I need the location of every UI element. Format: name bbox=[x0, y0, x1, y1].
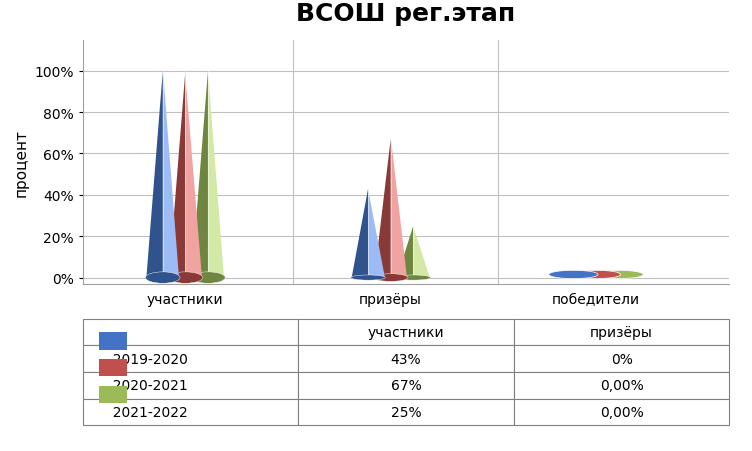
Polygon shape bbox=[208, 72, 224, 278]
Ellipse shape bbox=[191, 272, 225, 284]
FancyBboxPatch shape bbox=[99, 332, 127, 350]
Ellipse shape bbox=[396, 276, 430, 281]
Ellipse shape bbox=[168, 272, 202, 284]
Polygon shape bbox=[162, 72, 179, 278]
Polygon shape bbox=[147, 72, 162, 278]
Ellipse shape bbox=[351, 276, 385, 281]
Polygon shape bbox=[374, 140, 391, 278]
Polygon shape bbox=[368, 189, 384, 278]
Polygon shape bbox=[397, 226, 414, 278]
Title: ВСОШ рег.этап: ВСОШ рег.этап bbox=[296, 2, 516, 26]
Ellipse shape bbox=[374, 274, 408, 282]
Y-axis label: процент: процент bbox=[14, 129, 29, 196]
Ellipse shape bbox=[594, 271, 643, 279]
FancyBboxPatch shape bbox=[99, 359, 127, 376]
Ellipse shape bbox=[572, 271, 620, 279]
Polygon shape bbox=[414, 226, 429, 278]
Polygon shape bbox=[169, 72, 186, 278]
Polygon shape bbox=[192, 72, 208, 278]
Ellipse shape bbox=[549, 271, 598, 279]
FancyBboxPatch shape bbox=[99, 386, 127, 403]
Ellipse shape bbox=[146, 272, 180, 284]
Polygon shape bbox=[186, 72, 202, 278]
Polygon shape bbox=[352, 189, 368, 278]
Polygon shape bbox=[391, 140, 407, 278]
